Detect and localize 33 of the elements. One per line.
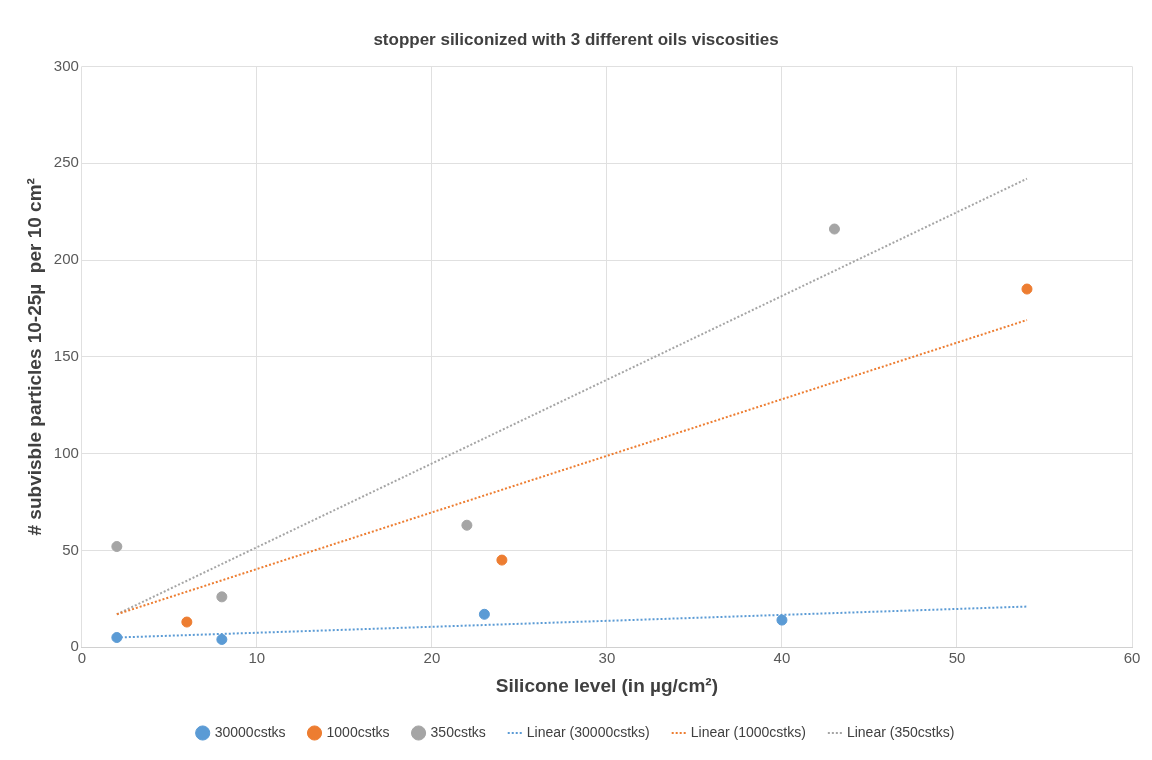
y-axis-title: # subvisble particles 10-25µ per 10 cm² [23,178,45,536]
legend-label: Linear (350cstks) [846,723,955,740]
legend-label: 1000cstks [326,723,390,740]
legend-label: 30000cstks [214,723,286,740]
y-tick-label: 300 [53,56,79,74]
point [776,614,788,626]
x-tick-label: 50 [948,649,966,667]
y-tick-label: 250 [53,153,79,171]
legend-label: Linear (1000cstks) [690,723,806,740]
x-tick-label: 10 [248,649,266,667]
point [216,591,228,603]
point [496,554,508,566]
y-tick-label: 0 [70,637,79,655]
point [828,223,840,235]
point [216,633,228,645]
point [478,608,490,620]
point [181,616,193,628]
legend-label: 350cstks [430,723,486,740]
y-tick-label: 100 [53,443,79,461]
legend-label: Linear (30000cstks) [526,723,650,740]
point [111,632,123,644]
x-tick-label: 40 [773,649,791,667]
point [111,541,123,553]
y-tick-label: 150 [53,346,79,364]
y-tick-label: 200 [53,250,79,268]
chart-title: stopper siliconized with 3 different oils viscosities [373,29,779,49]
y-tick-label: 50 [62,540,79,558]
point [461,519,473,531]
x-tick-label: 20 [423,649,441,667]
point [1021,283,1033,295]
x-axis-title: Silicone level (in µg/cm²) [495,674,718,696]
x-tick-label: 60 [1123,649,1141,667]
x-tick-label: 30 [598,649,616,667]
